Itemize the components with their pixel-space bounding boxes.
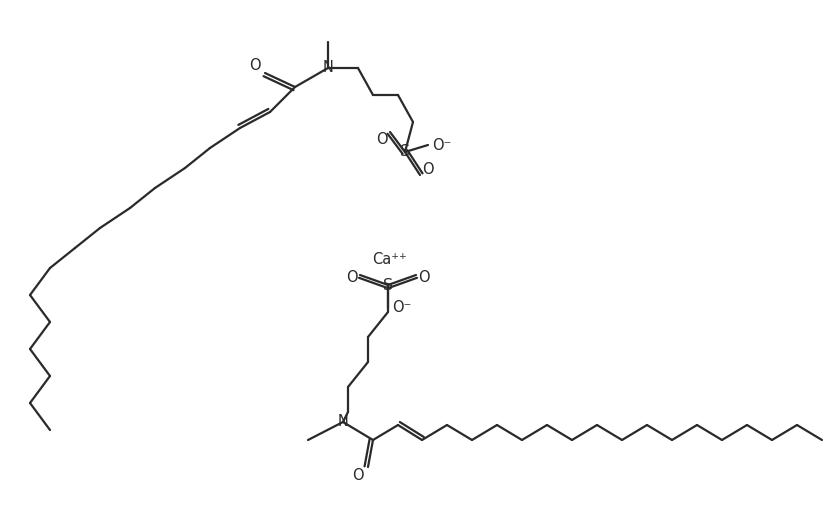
Text: O⁻: O⁻ — [432, 137, 451, 153]
Text: S: S — [400, 145, 410, 160]
Text: Ca⁺⁺: Ca⁺⁺ — [372, 252, 407, 268]
Text: N: N — [322, 60, 333, 75]
Text: O: O — [375, 132, 387, 147]
Text: S: S — [383, 278, 393, 293]
Text: O: O — [346, 269, 357, 285]
Text: O: O — [352, 467, 364, 482]
Text: O: O — [421, 162, 433, 176]
Text: O: O — [418, 269, 430, 285]
Text: N: N — [337, 414, 348, 429]
Text: O: O — [249, 57, 261, 73]
Text: O⁻: O⁻ — [392, 301, 411, 315]
